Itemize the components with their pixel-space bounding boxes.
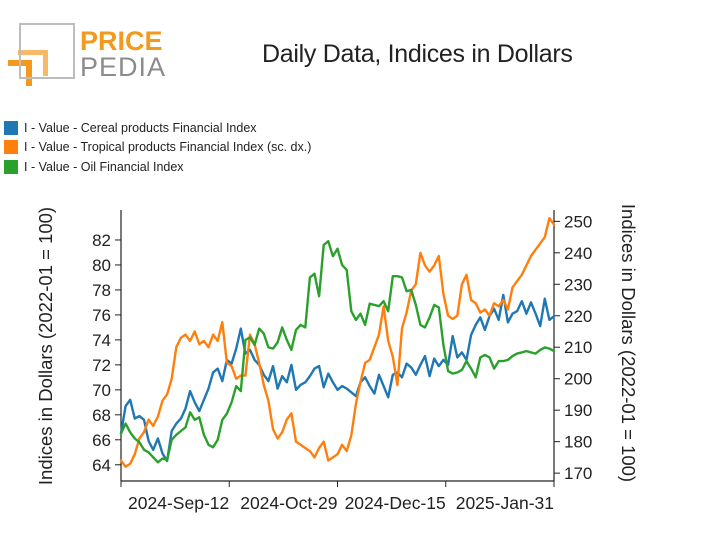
logo-mark bbox=[8, 23, 75, 86]
y-tick-label-left: 72 bbox=[92, 356, 111, 375]
y-tick-label-right: 220 bbox=[564, 307, 592, 326]
y-tick-label-right: 230 bbox=[564, 275, 592, 294]
legend-swatch-oil bbox=[4, 159, 18, 174]
y-tick-label-right: 250 bbox=[564, 212, 592, 231]
y-axis-label-right: Indices in Dollars (2022-01 = 100) bbox=[618, 204, 639, 482]
legend-item-tropical[interactable]: I - Value - Tropical products Financial … bbox=[4, 138, 311, 158]
y-tick-label-left: 76 bbox=[92, 306, 111, 325]
y-tick-label-left: 66 bbox=[92, 431, 111, 450]
y-tick-label-right: 200 bbox=[564, 370, 592, 389]
legend-label-oil: I - Value - Oil Financial Index bbox=[24, 159, 184, 174]
legend-item-cereal[interactable]: I - Value - Cereal products Financial In… bbox=[4, 118, 311, 138]
series-line-0 bbox=[119, 293, 556, 463]
y-tick-label-left: 82 bbox=[92, 231, 111, 250]
legend-label-cereal: I - Value - Cereal products Financial In… bbox=[24, 120, 257, 135]
pricepedia-logo: PRICE PEDIA bbox=[8, 23, 166, 86]
y-tick-label-left: 80 bbox=[92, 256, 111, 275]
y-tick-label-right: 170 bbox=[564, 464, 592, 483]
x-tick-label: 2024-Oct-29 bbox=[240, 493, 337, 513]
series-line-2 bbox=[119, 239, 556, 464]
y-tick-label-right: 180 bbox=[564, 433, 592, 452]
legend-swatch-cereal bbox=[4, 120, 18, 135]
y-tick-label-right: 210 bbox=[564, 338, 592, 357]
y-tick-label-left: 74 bbox=[92, 331, 111, 350]
y-axis-label-left: Indices in Dollars (2022-01 = 100) bbox=[35, 207, 56, 485]
chart-axes: 64 66 68 70 72 74 76 78 80 82 170 180 190 200 210 220 23… bbox=[92, 210, 592, 513]
x-tick-label: 2025-Jan-31 bbox=[456, 493, 554, 513]
chart-lines bbox=[119, 216, 556, 468]
logo-text-pedia: PEDIA bbox=[80, 52, 166, 82]
y-tick-label-left: 68 bbox=[92, 406, 111, 425]
y-tick-label-left: 64 bbox=[92, 456, 111, 475]
chart-title: Daily Data, Indices in Dollars bbox=[262, 40, 573, 68]
y-tick-label-left: 70 bbox=[92, 381, 111, 400]
logo-text-price: PRICE bbox=[80, 26, 163, 56]
legend-label-tropical: I - Value - Tropical products Financial … bbox=[24, 140, 312, 155]
legend-swatch-tropical bbox=[4, 140, 18, 155]
y-tick-label-left: 78 bbox=[92, 281, 111, 300]
x-tick-label: 2024-Sep-12 bbox=[128, 493, 229, 513]
legend: I - Value - Cereal products Financial In… bbox=[4, 118, 311, 177]
y-tick-label-right: 190 bbox=[564, 401, 592, 420]
y-tick-label-right: 240 bbox=[564, 244, 592, 263]
x-tick-label: 2024-Dec-15 bbox=[345, 493, 446, 513]
series-line-1 bbox=[119, 216, 556, 468]
legend-item-oil[interactable]: I - Value - Oil Financial Index bbox=[4, 157, 311, 177]
